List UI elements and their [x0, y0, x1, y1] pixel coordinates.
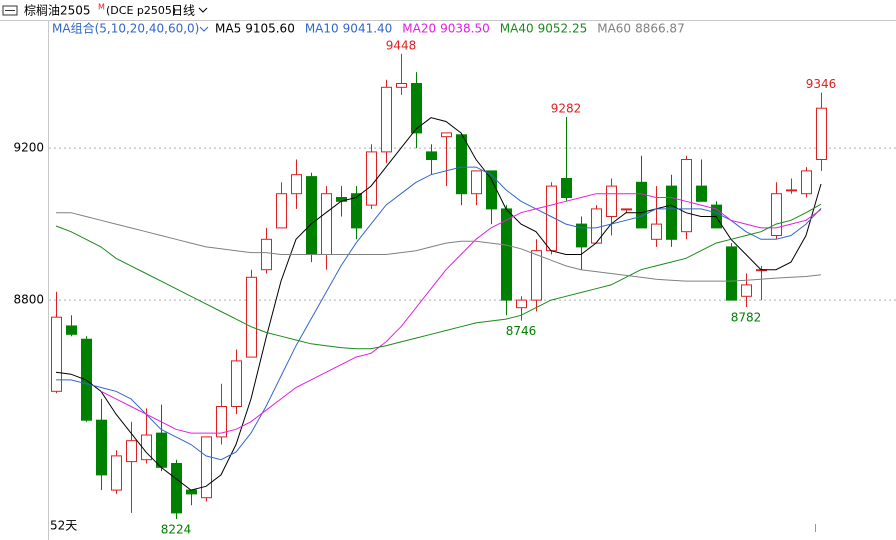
ma-line	[100, 193, 822, 434]
candle-body	[516, 299, 527, 309]
candle-body	[666, 185, 677, 240]
period-dropdown[interactable]	[198, 7, 208, 13]
candle-body	[471, 170, 482, 195]
candle-body	[141, 434, 152, 461]
candle-body	[366, 151, 377, 206]
candle-body	[606, 185, 617, 218]
candle-body	[501, 208, 512, 301]
candle-body	[576, 223, 587, 248]
candle-body	[66, 325, 77, 335]
title-mark: M	[98, 3, 105, 12]
candle-body	[531, 250, 542, 301]
candle-body	[486, 170, 497, 210]
legend-name[interactable]: MA10	[305, 22, 339, 36]
legend-value: 9105.60	[245, 22, 295, 36]
candle-body	[351, 193, 362, 229]
subtitle: (DCE p2505)	[106, 4, 176, 17]
candle-body	[801, 170, 812, 195]
candle-body	[786, 189, 797, 192]
candle-body	[201, 436, 212, 499]
candle-body	[681, 159, 692, 233]
legend-value: 9052.25	[538, 22, 588, 36]
candle-body	[741, 284, 752, 297]
ma-line	[55, 117, 822, 491]
candle-body	[426, 151, 437, 160]
legend-name[interactable]: MA40	[500, 22, 534, 36]
candle-body	[111, 455, 122, 491]
candle-body	[96, 419, 107, 476]
legend-value: 9041.40	[343, 22, 393, 36]
ma-group[interactable]: MA组合(5,10,20,40,60,0)	[52, 21, 199, 36]
candle-body	[321, 193, 332, 255]
candle-body	[726, 246, 737, 301]
candle-body	[696, 185, 707, 202]
candle-body	[156, 432, 167, 468]
extreme-label: 8224	[161, 522, 192, 536]
candle-body	[186, 489, 197, 495]
candle-body	[651, 223, 662, 240]
span-label: 52天	[50, 519, 77, 533]
y-tick-label: 9200	[13, 141, 44, 155]
candle-body	[561, 178, 572, 198]
candle-body	[381, 86, 392, 153]
candle-body	[276, 193, 287, 229]
candle-body	[621, 208, 632, 211]
candle-body	[261, 238, 272, 271]
candle-body	[441, 132, 452, 138]
legend-value: 9038.50	[440, 22, 490, 36]
candle-body	[636, 181, 647, 229]
legend-name[interactable]: MA5	[215, 22, 241, 36]
legend-value: 8866.87	[635, 22, 685, 36]
ma-line	[55, 203, 822, 350]
extreme-label: 9282	[551, 101, 582, 115]
candle-body	[231, 360, 242, 407]
legend-name[interactable]: MA60	[597, 22, 631, 36]
candle-body	[126, 440, 137, 463]
period[interactable]: 日线	[171, 4, 195, 18]
candle-body	[816, 107, 827, 160]
candle-body	[456, 134, 467, 195]
candle-body	[411, 83, 422, 134]
candle-body	[216, 406, 227, 438]
y-tick-label: 8800	[13, 293, 44, 307]
legend-name[interactable]: MA20	[402, 22, 436, 36]
candle-body	[306, 176, 317, 256]
extreme-label: 9346	[806, 77, 837, 91]
ma-line	[56, 212, 822, 282]
extreme-label: 8746	[506, 324, 537, 338]
candle-body	[291, 174, 302, 195]
extreme-label: 8782	[731, 310, 762, 324]
ma-dropdown[interactable]	[199, 26, 209, 32]
candle-body	[171, 463, 182, 514]
chart-title: 棕榈油2505	[24, 3, 91, 18]
candle-body	[51, 316, 62, 392]
menu-icon[interactable]	[2, 5, 18, 16]
ma-line	[56, 166, 822, 461]
candle-body	[246, 276, 257, 358]
candle-body	[396, 83, 407, 88]
extreme-label: 9448	[386, 38, 417, 52]
candle-body	[771, 193, 782, 236]
